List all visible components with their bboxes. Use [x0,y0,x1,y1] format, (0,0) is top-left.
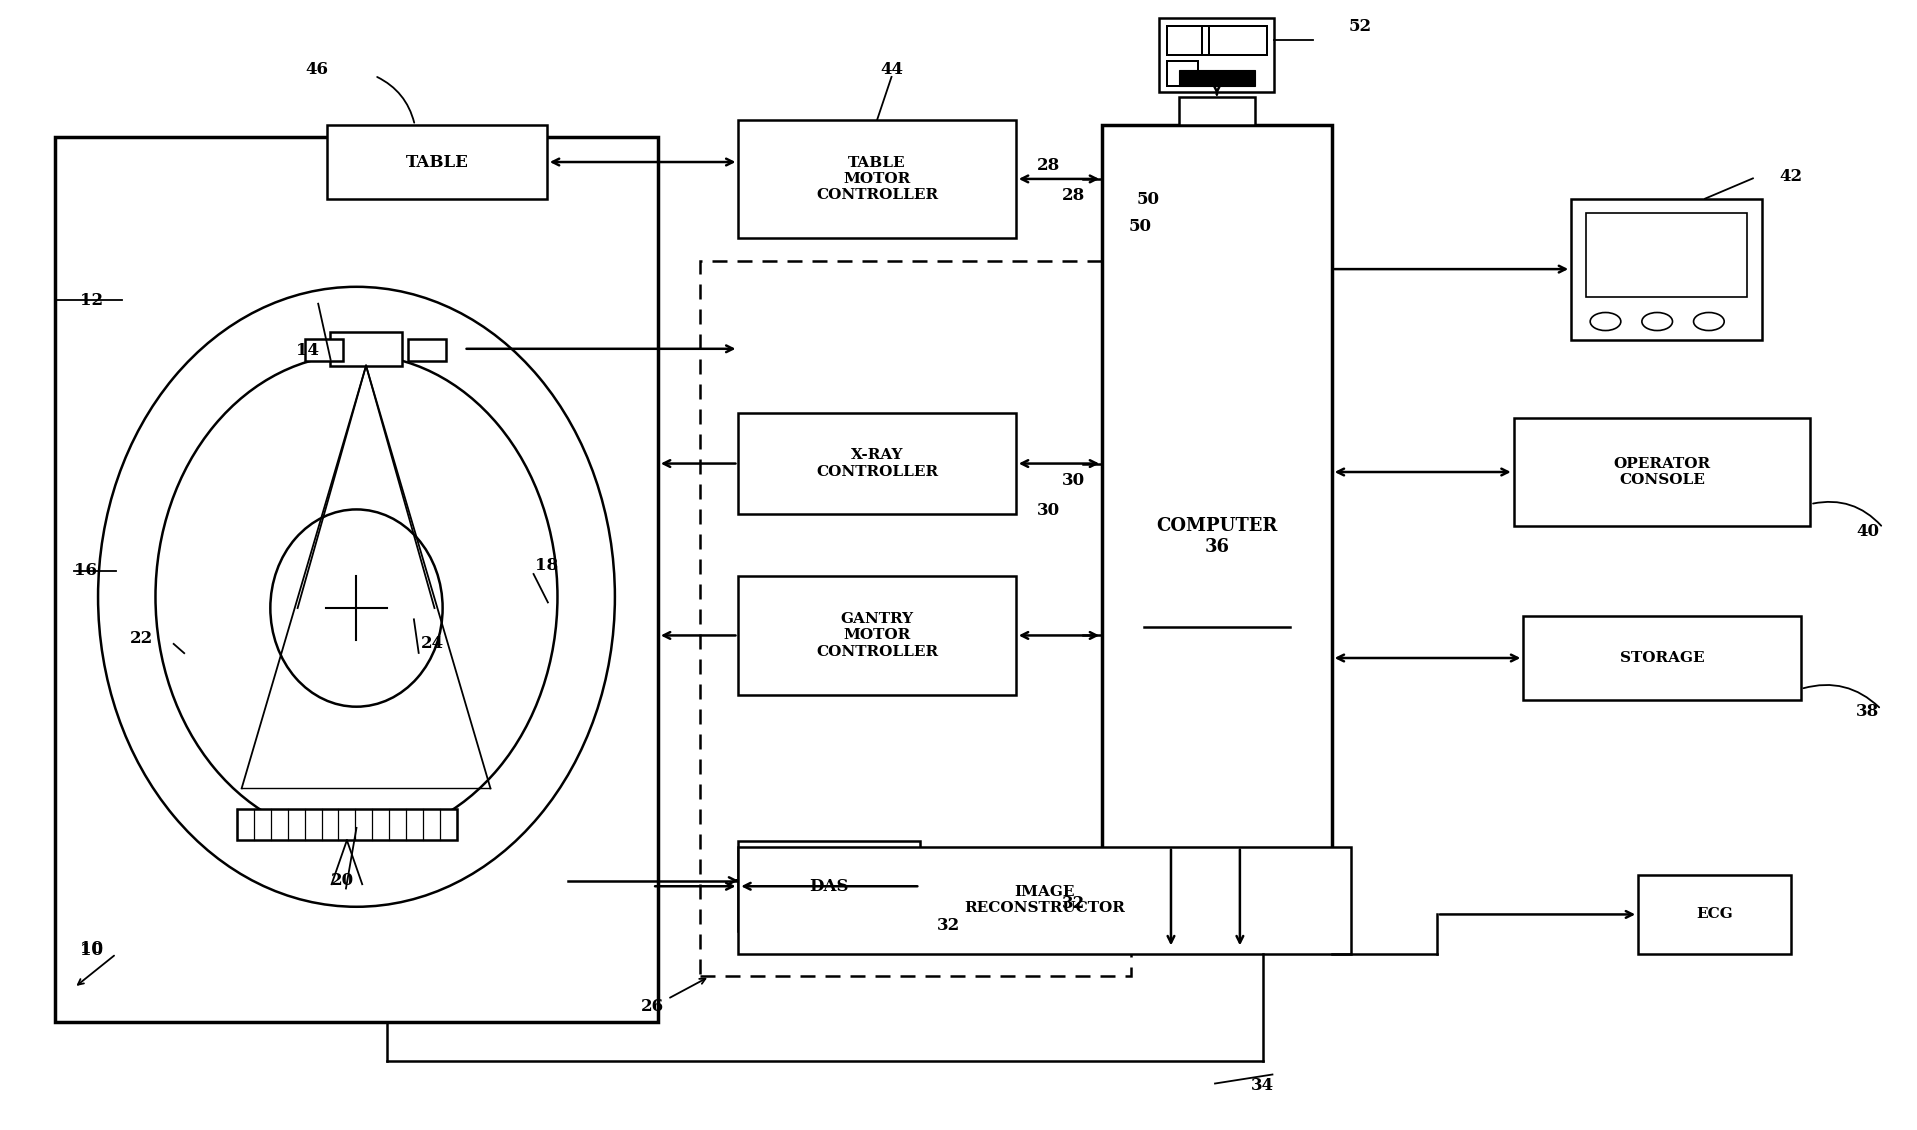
Text: 52: 52 [1350,18,1373,35]
Text: STORAGE: STORAGE [1620,651,1704,664]
Text: 12: 12 [81,292,104,308]
Bar [305,339,343,362]
Text: 26: 26 [640,999,663,1016]
Text: 16: 16 [75,562,98,580]
Text: TABLE
MOTOR
CONTROLLER: TABLE MOTOR CONTROLLER [817,156,937,202]
Text: 50: 50 [1137,191,1160,208]
Bar [738,412,1016,514]
Text: 22: 22 [130,629,153,646]
Bar [238,809,456,841]
Bar [738,841,920,931]
Text: 44: 44 [880,61,903,78]
Text: TABLE: TABLE [404,154,468,171]
Text: 10: 10 [81,942,104,959]
Text: 34: 34 [1252,1077,1275,1094]
Bar [1637,875,1790,954]
Text: 14: 14 [295,342,318,359]
Bar [738,576,1016,695]
Bar [700,261,1131,976]
Text: 10: 10 [81,940,104,957]
Bar [1167,61,1198,86]
Bar [1179,70,1256,86]
Bar [326,125,546,199]
Bar [56,137,658,1022]
Bar [1514,418,1810,525]
Text: 50: 50 [1129,218,1152,235]
Text: DAS: DAS [809,878,849,895]
Bar [330,332,403,366]
Text: 28: 28 [1037,157,1060,174]
Ellipse shape [98,287,615,906]
Text: ECG: ECG [1697,907,1733,921]
Text: COMPUTER
36: COMPUTER 36 [1156,518,1277,556]
Bar [1210,26,1267,55]
Text: 20: 20 [330,872,353,889]
Text: 46: 46 [305,61,328,78]
Bar [1167,26,1202,55]
Bar [1587,214,1746,297]
Ellipse shape [155,355,558,840]
Bar [1102,125,1332,948]
Text: IMAGE
RECONSTRUCTOR: IMAGE RECONSTRUCTOR [964,885,1125,915]
Text: 38: 38 [1856,703,1879,720]
Text: 18: 18 [535,556,558,574]
Bar [738,846,1351,954]
Text: X-RAY
CONTROLLER: X-RAY CONTROLLER [817,449,937,479]
Text: 24: 24 [420,635,443,652]
Bar [738,120,1016,238]
Text: 40: 40 [1856,523,1879,540]
Text: 30: 30 [1037,503,1060,520]
Text: OPERATOR
CONSOLE: OPERATOR CONSOLE [1614,457,1710,487]
Bar [408,339,447,362]
Text: 28: 28 [1062,188,1085,205]
Bar [1167,26,1267,55]
Text: 32: 32 [1062,895,1085,912]
Text: 30: 30 [1062,472,1085,489]
Text: 32: 32 [937,918,960,935]
Bar [1179,97,1256,125]
Text: 42: 42 [1779,167,1802,184]
Bar [1160,18,1275,92]
Bar [1524,616,1800,701]
Ellipse shape [270,510,443,706]
Text: GANTRY
MOTOR
CONTROLLER: GANTRY MOTOR CONTROLLER [817,612,937,659]
Bar [1572,199,1762,339]
